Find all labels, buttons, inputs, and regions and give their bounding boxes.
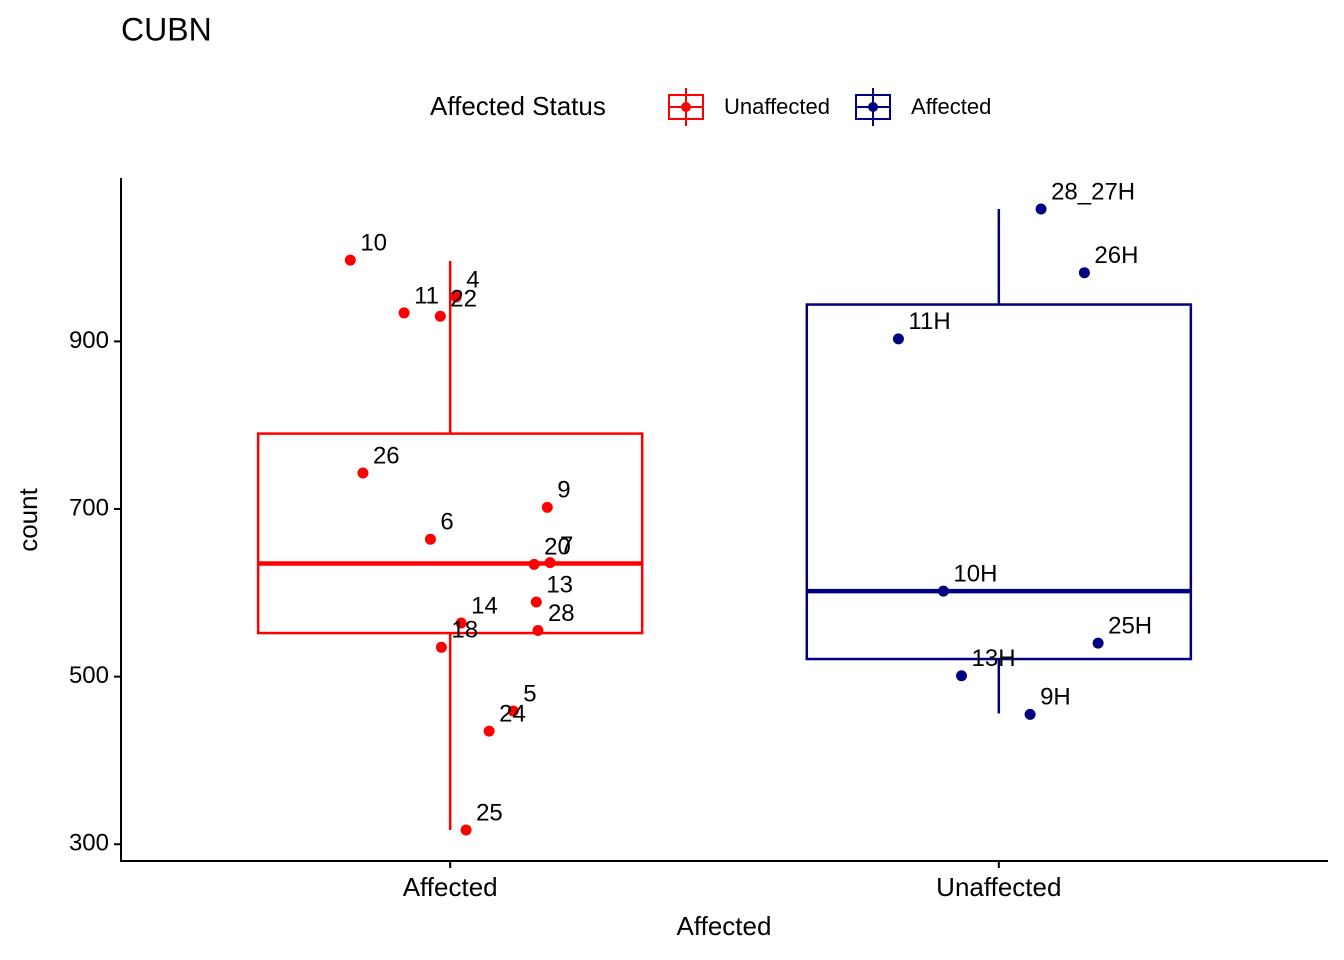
point-label: 9H — [1040, 684, 1071, 711]
point — [434, 310, 446, 322]
point-label: 10H — [953, 560, 997, 587]
point — [1078, 267, 1090, 279]
point-label: 26H — [1094, 242, 1138, 269]
point-label: 18 — [451, 617, 478, 644]
x-tick-label: Affected — [403, 872, 498, 902]
point — [528, 558, 540, 570]
point — [483, 725, 495, 737]
point — [398, 307, 410, 319]
point — [344, 254, 356, 266]
legend-key — [868, 102, 879, 112]
point-label: 13H — [972, 645, 1016, 672]
point-label: 25 — [476, 799, 503, 826]
point-label: 9 — [557, 477, 570, 504]
y-axis-label: count — [13, 487, 43, 551]
point-label: 20 — [544, 534, 571, 561]
point — [455, 617, 467, 629]
x-axis-label: Affected — [677, 911, 772, 941]
point-label: 14 — [471, 592, 498, 619]
point-label: 25H — [1108, 612, 1152, 639]
point — [460, 824, 472, 836]
point — [435, 641, 447, 653]
point — [892, 333, 904, 345]
point — [541, 501, 553, 513]
point-label: 26 — [373, 442, 400, 469]
point-label: 11H — [908, 308, 950, 335]
point — [1035, 203, 1047, 215]
legend-label: Unaffected — [724, 94, 830, 119]
y-tick-label: 900 — [69, 327, 109, 354]
point — [424, 533, 436, 545]
x-tick-label: Unaffected — [936, 872, 1061, 902]
y-tick-label: 500 — [69, 662, 109, 689]
point-label: 13 — [546, 571, 573, 598]
y-tick-label: 700 — [69, 494, 109, 521]
y-tick-label: 300 — [69, 830, 109, 857]
point-label: 28 — [548, 600, 575, 627]
point-label: 28_27H — [1051, 178, 1135, 205]
point — [450, 291, 462, 303]
legend-key — [681, 102, 691, 112]
point — [1024, 708, 1036, 720]
point — [507, 705, 519, 717]
point-label: 11 — [414, 282, 439, 309]
point-label: 7 — [560, 532, 573, 559]
box — [256, 432, 644, 635]
point — [357, 467, 369, 479]
point-label: 22 — [450, 286, 477, 313]
point — [937, 585, 949, 597]
point — [1092, 637, 1104, 649]
point-label: 6 — [440, 509, 453, 536]
legend-label: Affected — [911, 94, 991, 119]
point — [530, 596, 542, 608]
point — [956, 670, 968, 682]
point-label: 24 — [499, 700, 526, 727]
point-label: 4 — [466, 266, 479, 293]
point — [544, 557, 556, 569]
chart-title: CUBN — [121, 11, 212, 47]
point-label: 5 — [523, 680, 536, 707]
legend-title: Affected Status — [430, 91, 606, 121]
point-label: 10 — [360, 229, 387, 256]
box — [805, 303, 1193, 661]
point — [532, 625, 544, 637]
